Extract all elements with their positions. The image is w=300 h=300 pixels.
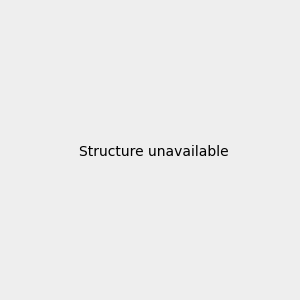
Text: Structure unavailable: Structure unavailable [79,145,229,158]
